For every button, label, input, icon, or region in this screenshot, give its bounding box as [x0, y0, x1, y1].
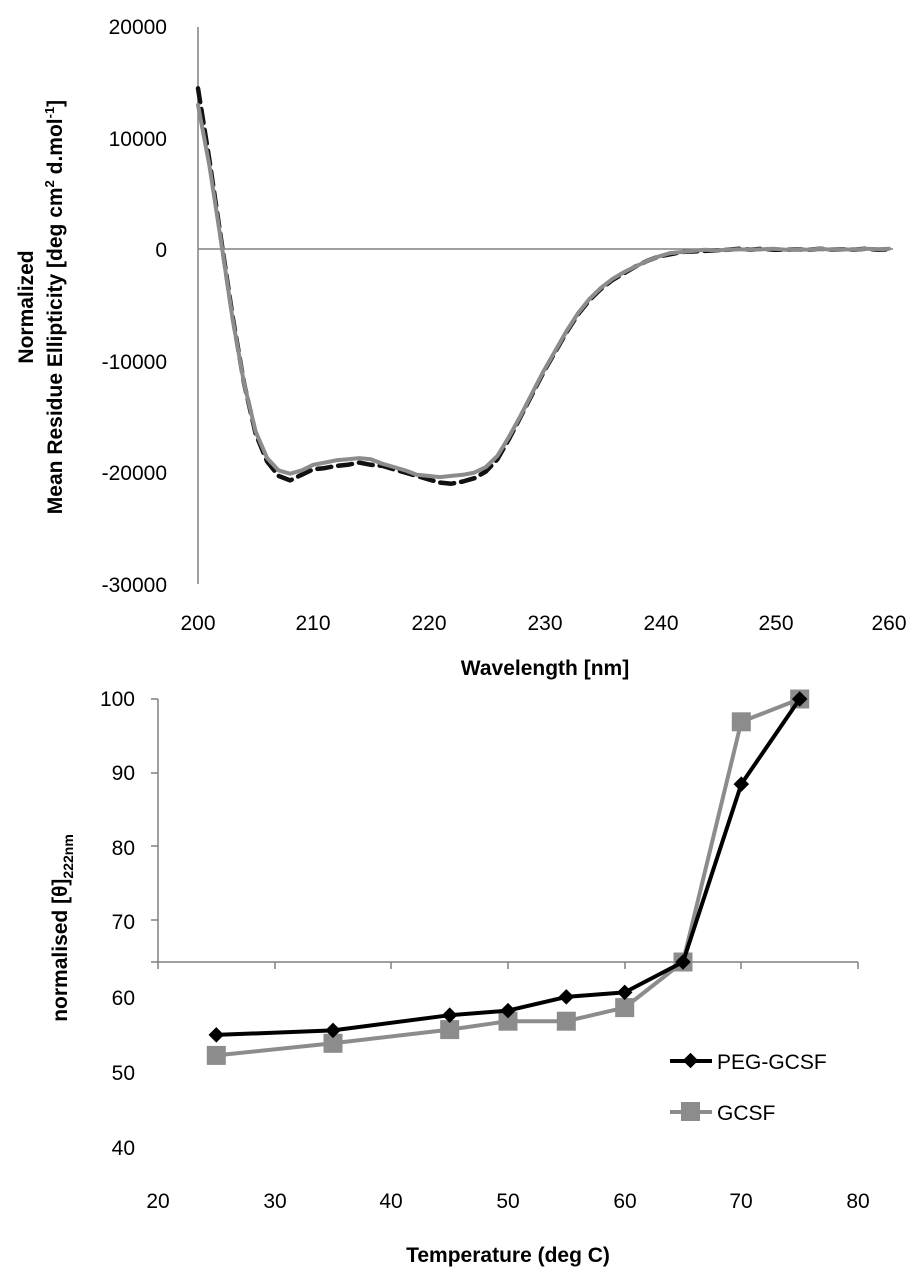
data-point-gcsf [615, 998, 635, 1018]
y-axis-title: Normalized Mean Residue Ellipticity [deg… [15, 100, 67, 514]
x-tick-label: 60 [613, 1190, 636, 1213]
y-title-text: normalised [θ] [49, 879, 72, 1022]
data-point-gcsf [556, 1011, 576, 1031]
series-group [206, 689, 810, 1065]
x-tick-label: 80 [846, 1190, 869, 1213]
y-tick-label: 80 [112, 837, 135, 860]
y-tick-label: 40 [112, 1137, 135, 1160]
x-tick-label: 210 [295, 612, 330, 635]
y-tick-label: 90 [112, 762, 135, 785]
y-title-subscript: 222nm [60, 834, 76, 878]
series-line-dashed [195, 86, 892, 486]
data-point-peg-gcsf [558, 989, 575, 1005]
x-tick-label: 230 [527, 612, 562, 635]
y-tick-label: 10000 [109, 128, 167, 151]
legend-marker-square [681, 1102, 700, 1121]
legend-label: GCSF [717, 1102, 775, 1125]
y-tick-label: -20000 [102, 462, 167, 485]
legend-label: PEG-GCSF [717, 1051, 827, 1074]
x-tick-label: 240 [643, 612, 678, 635]
y-axis-title-line1: Normalized [15, 250, 38, 363]
cd-spectrum-chart: 20000 10000 0 -10000 -20000 -30000 200 2… [15, 16, 907, 680]
legend-marker-diamond [682, 1052, 699, 1069]
thermal-unfolding-chart: 100 90 80 70 60 50 40 20 30 40 50 60 70 … [49, 688, 870, 1267]
y-tick-label: 0 [155, 239, 167, 262]
x-tick-label: 20 [146, 1190, 169, 1213]
x-tick-labels: 20 30 40 50 60 70 80 [146, 1190, 869, 1213]
x-tick-label: 40 [379, 1190, 402, 1213]
data-point-peg-gcsf [616, 984, 633, 1001]
data-point-gcsf [440, 1020, 460, 1040]
data-point-peg-gcsf [208, 1027, 225, 1043]
y-axis-title-line2: Mean Residue Ellipticity [deg cm2 d.mol-… [42, 100, 67, 514]
data-point-gcsf [498, 1011, 518, 1031]
x-tick-label: 70 [729, 1190, 752, 1213]
data-point-peg-gcsf [791, 691, 808, 707]
y-title-superscript: -1 [42, 107, 57, 119]
x-axis-title: Wavelength [nm] [461, 657, 629, 680]
data-point-peg-gcsf [675, 954, 691, 970]
y-title-superscript: 2 [42, 180, 57, 187]
x-tick-label: 220 [411, 612, 446, 635]
y-tick-labels: 100 90 80 70 60 50 40 [100, 688, 135, 1160]
data-point-peg-gcsf [325, 1022, 341, 1039]
y-tick-label: -30000 [102, 574, 167, 597]
y-tick-label: 100 [100, 688, 135, 711]
series-line-peg-gcsf [216, 697, 802, 1037]
y-tick-label: 60 [112, 987, 135, 1010]
legend: PEG-GCSF GCSF [670, 1051, 827, 1125]
series-group [195, 86, 892, 486]
x-ticks [157, 962, 859, 969]
x-tick-label: 30 [263, 1190, 286, 1213]
x-tick-label: 50 [496, 1190, 519, 1213]
y-tick-label: 20000 [109, 16, 167, 39]
series-line-solid [196, 103, 891, 480]
y-tick-labels: 20000 10000 0 -10000 -20000 -30000 [102, 16, 167, 597]
x-axis-title: Temperature (deg C) [406, 1244, 610, 1267]
x-tick-label: 200 [180, 612, 215, 635]
y-title-text: d.mol [44, 118, 67, 180]
y-ticks [151, 698, 158, 963]
y-tick-label: 70 [112, 911, 135, 934]
y-tick-label: 50 [112, 1062, 135, 1085]
y-axis-title: normalised [θ]222nm [49, 834, 76, 1022]
data-point-gcsf [206, 1045, 226, 1065]
y-tick-label: -10000 [102, 351, 167, 374]
x-tick-label: 260 [871, 612, 906, 635]
data-point-peg-gcsf [733, 776, 750, 792]
legend-item-gcsf: GCSF [670, 1102, 775, 1125]
data-point-gcsf [731, 712, 751, 732]
y-title-text: Mean Residue Ellipticity [deg cm [44, 187, 67, 514]
data-point-gcsf [323, 1033, 343, 1053]
legend-item-peg-gcsf: PEG-GCSF [670, 1051, 827, 1074]
x-tick-label: 250 [758, 612, 793, 635]
y-title-text: ] [44, 100, 67, 107]
x-tick-labels: 200 210 220 230 240 250 260 [180, 612, 906, 635]
